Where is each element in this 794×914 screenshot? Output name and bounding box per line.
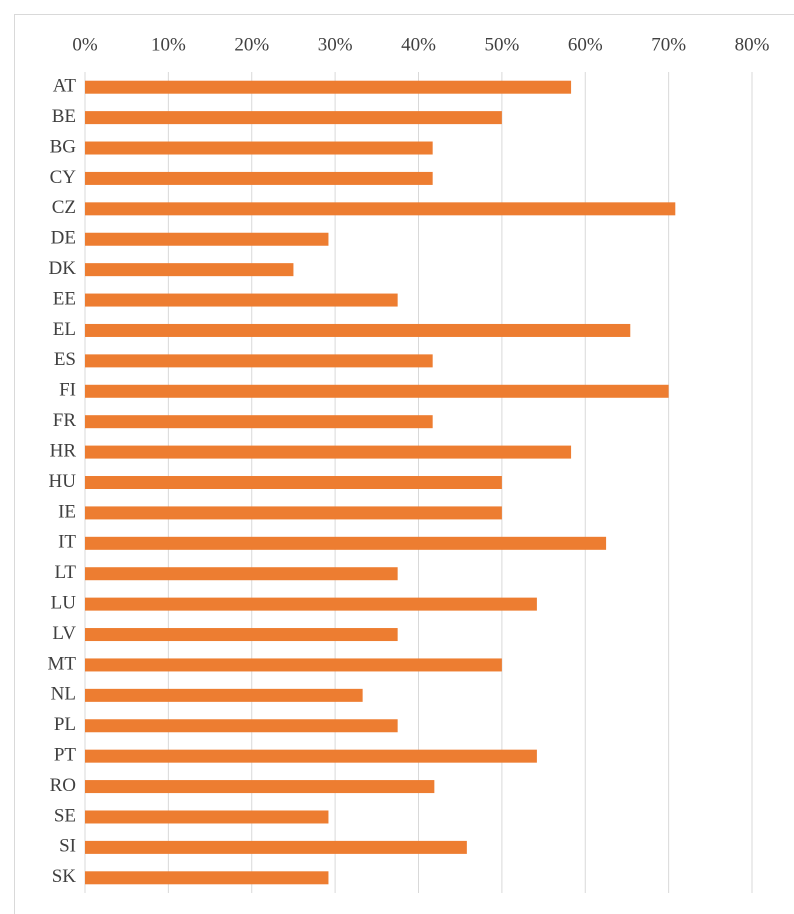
y-tick-label: IE <box>58 501 76 522</box>
bar <box>85 111 502 125</box>
bar <box>85 171 433 185</box>
x-tick-label: 0% <box>72 34 98 55</box>
bar <box>85 567 398 581</box>
x-tick-label: 10% <box>151 34 186 55</box>
x-tick-label: 80% <box>735 34 770 55</box>
bar <box>85 506 502 520</box>
y-tick-label: BE <box>52 106 76 127</box>
x-tick-label: 40% <box>401 34 436 55</box>
bar <box>85 141 433 155</box>
x-tick-label: 70% <box>651 34 686 55</box>
bar <box>85 232 329 246</box>
y-tick-label: BG <box>50 136 77 157</box>
y-tick-label: NL <box>51 684 76 705</box>
y-tick-label: IT <box>58 532 76 553</box>
y-tick-label: MT <box>48 653 77 674</box>
y-tick-label: AT <box>53 76 77 97</box>
x-tick-label: 50% <box>484 34 519 55</box>
y-tick-label: PL <box>54 714 76 735</box>
bar <box>85 597 537 611</box>
y-tick-label: HU <box>49 471 77 492</box>
bar <box>85 780 435 794</box>
y-tick-label: SK <box>52 866 77 887</box>
x-tick-label: 60% <box>568 34 603 55</box>
bar <box>85 719 398 733</box>
y-tick-label: RO <box>50 775 76 796</box>
bar <box>85 628 398 642</box>
x-tick-label: 30% <box>318 34 353 55</box>
bar <box>85 80 572 94</box>
bar <box>85 658 502 672</box>
y-tick-label: FR <box>53 410 77 431</box>
bar <box>85 293 398 307</box>
y-tick-label: CZ <box>52 197 76 218</box>
y-tick-label: CY <box>50 167 77 188</box>
bar <box>85 810 329 824</box>
bar <box>85 445 572 459</box>
bar <box>85 688 363 702</box>
bar <box>85 323 631 337</box>
bar <box>85 202 676 216</box>
bar <box>85 871 329 885</box>
chart-border <box>14 14 794 914</box>
bar <box>85 749 537 763</box>
x-tick-label: 20% <box>234 34 269 55</box>
y-tick-label: ES <box>54 349 76 370</box>
bar <box>85 354 433 368</box>
y-tick-label: EE <box>53 288 76 309</box>
y-tick-label: SI <box>59 836 76 857</box>
y-tick-label: PT <box>54 745 77 766</box>
bar <box>85 384 669 398</box>
y-tick-label: LT <box>55 562 77 583</box>
bar <box>85 415 433 429</box>
bar <box>85 263 294 277</box>
bar <box>85 476 502 489</box>
bar <box>85 536 607 550</box>
y-tick-label: LV <box>52 623 76 644</box>
y-tick-label: DK <box>49 258 77 279</box>
y-tick-label: SE <box>54 805 76 826</box>
y-tick-label: FI <box>59 380 76 401</box>
bar <box>85 840 467 854</box>
y-tick-label: DE <box>51 228 76 249</box>
y-tick-label: HR <box>50 440 77 461</box>
y-tick-label: LU <box>51 592 77 613</box>
y-tick-label: EL <box>53 319 76 340</box>
